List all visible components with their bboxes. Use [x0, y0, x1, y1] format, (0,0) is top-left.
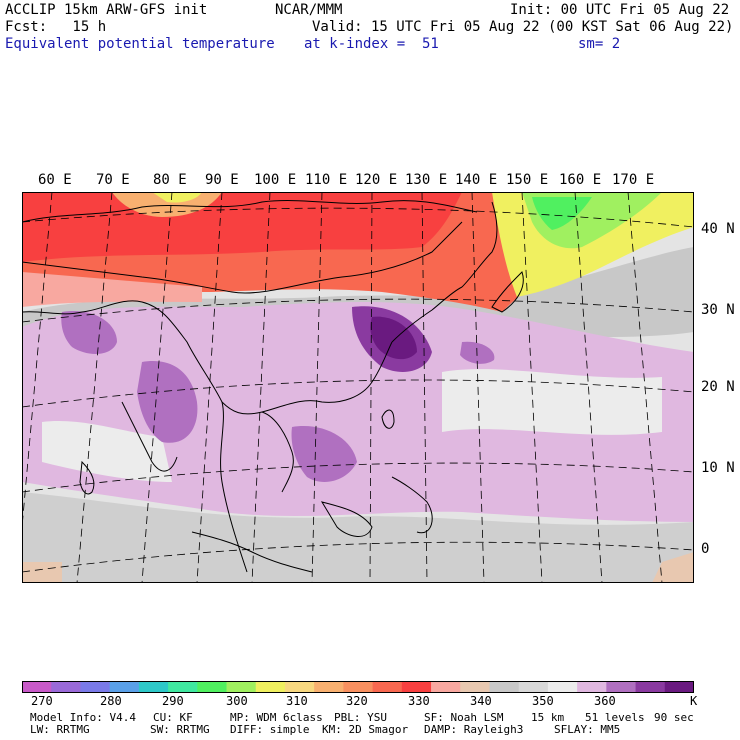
colorbar-swatch [372, 681, 403, 693]
graticule [22, 192, 694, 583]
colorbar-label: 270 [31, 694, 53, 708]
colorbar-label: 300 [226, 694, 248, 708]
theta-e-map [22, 192, 694, 583]
lon-label: 170 E [612, 172, 655, 188]
colorbar-swatch [460, 681, 490, 693]
lon-label: 90 E [205, 172, 239, 188]
footer-item: PBL: YSU [334, 711, 387, 724]
footer-item: SW: RRTMG [150, 723, 210, 736]
footer-item: SFLAY: MM5 [554, 723, 621, 736]
map-border [22, 192, 694, 583]
colorbar-swatch [635, 681, 666, 693]
colorbar-swatch [401, 681, 432, 693]
field-salmon-patch [22, 272, 202, 307]
footer-item: 90 sec [654, 711, 694, 724]
lon-label: 160 E [559, 172, 602, 188]
footer-item: DAMP: Rayleigh3 [424, 723, 524, 736]
colorbar-label: 310 [286, 694, 308, 708]
colorbar-swatch [80, 681, 111, 693]
colorbar-swatch [577, 681, 607, 693]
lon-label: 70 E [96, 172, 130, 188]
field-peach-corner [22, 562, 62, 583]
field-purple-scs [291, 426, 357, 482]
colorbar-label: 350 [532, 694, 554, 708]
lat-label: 10 N [701, 460, 735, 476]
field-light-gray-patches [442, 369, 662, 435]
colorbar-label: 360 [594, 694, 616, 708]
level-index: at k-index = 51 [304, 36, 439, 52]
footer-item: Model Info: V4.4 [30, 711, 136, 724]
footer-item: CU: KF [153, 711, 193, 724]
field-gray-south [22, 492, 694, 583]
footer-item: MP: WDM 6class [230, 711, 323, 724]
field-name: Equivalent potential temperature [5, 36, 275, 52]
colorbar-label: 330 [408, 694, 430, 708]
colorbar-swatch [255, 681, 286, 693]
forecast-hour: Fcst: 15 h [5, 19, 107, 35]
colorbar-label: 320 [346, 694, 368, 708]
smoothing: sm= 2 [578, 36, 621, 52]
footer-item: LW: RRTMG [30, 723, 90, 736]
footer-item: SF: Noah LSM [424, 711, 504, 724]
colorbar-unit: K [690, 694, 698, 708]
colorbar [22, 681, 694, 693]
colorbar-swatch [22, 681, 52, 693]
footer-item: KM: 2D Smagor [322, 723, 409, 736]
lon-label: 100 E [254, 172, 297, 188]
footer-item: 51 levels [585, 711, 645, 724]
colorbar-label: 290 [162, 694, 184, 708]
lon-label: 150 E [506, 172, 549, 188]
lat-label: 30 N [701, 302, 735, 318]
colorbar-swatch [547, 681, 578, 693]
footer-item: 15 km [531, 711, 565, 724]
lon-label: 140 E [455, 172, 498, 188]
lat-label: 0 [701, 541, 710, 557]
lon-label: 80 E [153, 172, 187, 188]
colorbar-swatch [343, 681, 374, 693]
colorbar-swatch [489, 681, 520, 693]
field-purple-india [137, 361, 198, 443]
field-peach-right [652, 552, 694, 583]
field-purple-tibet [61, 311, 117, 354]
lon-label: 120 E [355, 172, 398, 188]
lon-label: 110 E [305, 172, 348, 188]
lon-label: 130 E [405, 172, 448, 188]
model-title: ACCLIP 15km ARW-GFS init [5, 2, 208, 18]
colorbar-label: 280 [100, 694, 122, 708]
valid-time: Valid: 15 UTC Fri 05 Aug 22 (00 KST Sat … [312, 19, 734, 35]
field-green-center [532, 197, 592, 230]
colorbar-swatch [168, 681, 198, 693]
colorbar-swatch [518, 681, 549, 693]
colorbar-swatch [606, 681, 637, 693]
colorbar-swatch [226, 681, 257, 693]
colorbar-swatch [664, 681, 694, 693]
footer-item: DIFF: simple [230, 723, 310, 736]
field-yellow-patch [152, 192, 202, 203]
colorbar-label: 340 [470, 694, 492, 708]
colorbar-swatch [284, 681, 315, 693]
init-time: Init: 00 UTC Fri 05 Aug 22 [510, 2, 730, 18]
colorbar-swatch [138, 681, 169, 693]
center-label: NCAR/MMM [275, 2, 343, 18]
lat-label: 20 N [701, 379, 735, 395]
colorbar-border [22, 681, 694, 693]
colorbar-swatch [109, 681, 140, 693]
field-lilac-region [22, 302, 694, 522]
colorbar-swatch [314, 681, 344, 693]
colorbar-swatch [197, 681, 228, 693]
lat-label: 40 N [701, 221, 735, 237]
colorbar-swatch [431, 681, 461, 693]
colorbar-swatch [51, 681, 81, 693]
lon-label: 60 E [38, 172, 72, 188]
coastlines [22, 200, 524, 573]
field-deep-purple [370, 316, 417, 360]
